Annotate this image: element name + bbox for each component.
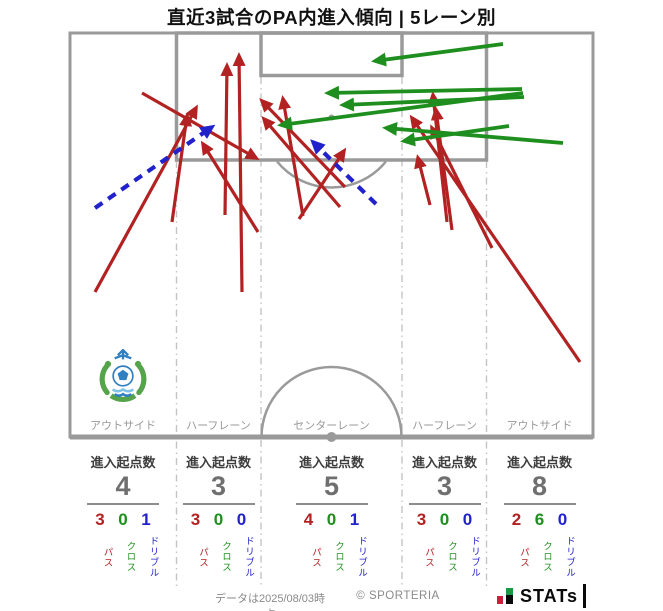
- entry-count: 3: [436, 471, 453, 501]
- pass-label: パス: [423, 546, 434, 568]
- cross-arrow: [324, 85, 523, 100]
- pass-arrow: [170, 112, 193, 223]
- lane-stats-half-right: 進入起点数 3 3 0 0 パス クロス ドリブル: [402, 446, 487, 583]
- stats-logo-label: STATs: [520, 585, 578, 606]
- breakdown-values: 3 0 0: [176, 510, 261, 530]
- cross-count: 6: [534, 510, 545, 530]
- divider: [295, 503, 368, 506]
- entry-count: 5: [323, 471, 340, 501]
- entry-count: 8: [531, 471, 548, 501]
- breakdown-values: 4 0 1: [261, 510, 402, 530]
- pass-arrow: [93, 104, 198, 293]
- lane-stats-half-left: 進入起点数 3 3 0 0 パス クロス ドリブル: [176, 446, 261, 583]
- pass-arrow: [261, 115, 342, 209]
- breakdown-labels: パス クロス ドリブル: [261, 531, 402, 583]
- stats-logo: STATs: [497, 584, 586, 608]
- dribble-count: 1: [141, 510, 151, 530]
- pass-arrow: [414, 154, 432, 206]
- copyright: © SPORTERIA: [356, 590, 440, 602]
- center-circle: [260, 365, 403, 438]
- stat-header: 進入起点数: [90, 455, 156, 470]
- cross-label: クロス: [124, 541, 136, 573]
- breakdown-labels: パス クロス ドリブル: [176, 531, 261, 583]
- dribble-count: 1: [349, 510, 360, 530]
- stats-logo-divider: [583, 584, 586, 608]
- pass-count: 3: [416, 510, 427, 530]
- divider: [503, 503, 576, 506]
- lane-stats-outside-right: 進入起点数 8 2 6 0 パス クロス ドリブル: [486, 446, 593, 583]
- divider: [87, 503, 159, 506]
- center-spot: [326, 432, 337, 442]
- lane-stats-center: 進入起点数 5 4 0 1 パス クロス ドリブル: [261, 446, 402, 583]
- dribble-count: 0: [462, 510, 473, 530]
- breakdown-values: 3 0 1: [70, 510, 176, 530]
- lane-label-half-right: ハーフレーン: [412, 420, 477, 432]
- pass-label: パス: [101, 546, 113, 568]
- lane-stats-outside-left: 進入起点数 4 3 0 1 パス クロス ドリブル: [70, 446, 176, 583]
- pass-count: 3: [190, 510, 201, 530]
- pass-arrow: [430, 124, 494, 249]
- cross-count: 0: [118, 510, 128, 530]
- breakdown-labels: パス クロス ドリブル: [486, 531, 593, 583]
- pass-label: パス: [197, 546, 208, 568]
- shonan-bellmare-crest-icon: [99, 349, 147, 402]
- dribble-count: 0: [557, 510, 568, 530]
- bar-chart-icon: [497, 588, 513, 604]
- pass-count: 2: [511, 510, 522, 530]
- pass-arrow: [220, 62, 234, 216]
- pass-arrow: [232, 52, 246, 293]
- entry-arrows: [93, 42, 582, 363]
- pass-label: パス: [310, 546, 321, 568]
- breakdown-values: 2 6 0: [486, 510, 593, 530]
- lane-label-outside-left: アウトサイド: [90, 420, 156, 432]
- breakdown-labels: パス クロス ドリブル: [402, 531, 487, 583]
- dribble-label: ドリブル: [469, 536, 480, 579]
- stat-header: 進入起点数: [298, 455, 364, 470]
- cross-count: 0: [326, 510, 337, 530]
- pass-arrow: [409, 114, 582, 363]
- penalty-arc: [276, 160, 387, 189]
- stat-header: 進入起点数: [506, 455, 572, 470]
- cross-label: クロス: [220, 541, 231, 573]
- cross-count: 0: [213, 510, 224, 530]
- cross-arrow: [400, 124, 510, 147]
- cross-label: クロス: [446, 541, 457, 573]
- stat-header: 進入起点数: [185, 455, 251, 470]
- cross-label: クロス: [333, 541, 344, 573]
- pass-arrow: [200, 140, 260, 233]
- pass-arrow: [297, 147, 347, 220]
- cross-arrow: [382, 121, 564, 145]
- dribble-label: ドリブル: [564, 536, 575, 579]
- lane-label-outside-right: アウトサイド: [506, 420, 573, 432]
- cross-arrow: [277, 91, 524, 131]
- cross-label: クロス: [541, 541, 552, 573]
- data-date-note: データは2025/08/03時点: [214, 593, 326, 611]
- pass-count: 4: [303, 510, 314, 530]
- cross-arrow: [371, 42, 504, 67]
- dribble-label: ドリブル: [356, 536, 367, 579]
- divider: [182, 503, 255, 506]
- dribble-arrow: [93, 124, 216, 210]
- chart-title: 直近3試合のPA内進入傾向 | 5レーン別: [167, 7, 496, 28]
- divider: [408, 503, 481, 506]
- dribble-label: ドリブル: [243, 536, 254, 579]
- cross-count: 0: [439, 510, 450, 530]
- breakdown-values: 3 0 0: [402, 510, 487, 530]
- pass-count: 3: [95, 510, 105, 530]
- lane-label-center: センターレーン: [293, 420, 370, 432]
- pass-label: パス: [518, 546, 529, 568]
- lane-label-half-left: ハーフレーン: [186, 420, 251, 432]
- breakdown-labels: パス クロス ドリブル: [70, 531, 176, 583]
- dribble-count: 0: [236, 510, 247, 530]
- dribble-label: ドリブル: [147, 536, 159, 579]
- entry-count: 4: [115, 471, 131, 501]
- entry-count: 3: [210, 471, 227, 501]
- stat-header: 進入起点数: [411, 455, 477, 470]
